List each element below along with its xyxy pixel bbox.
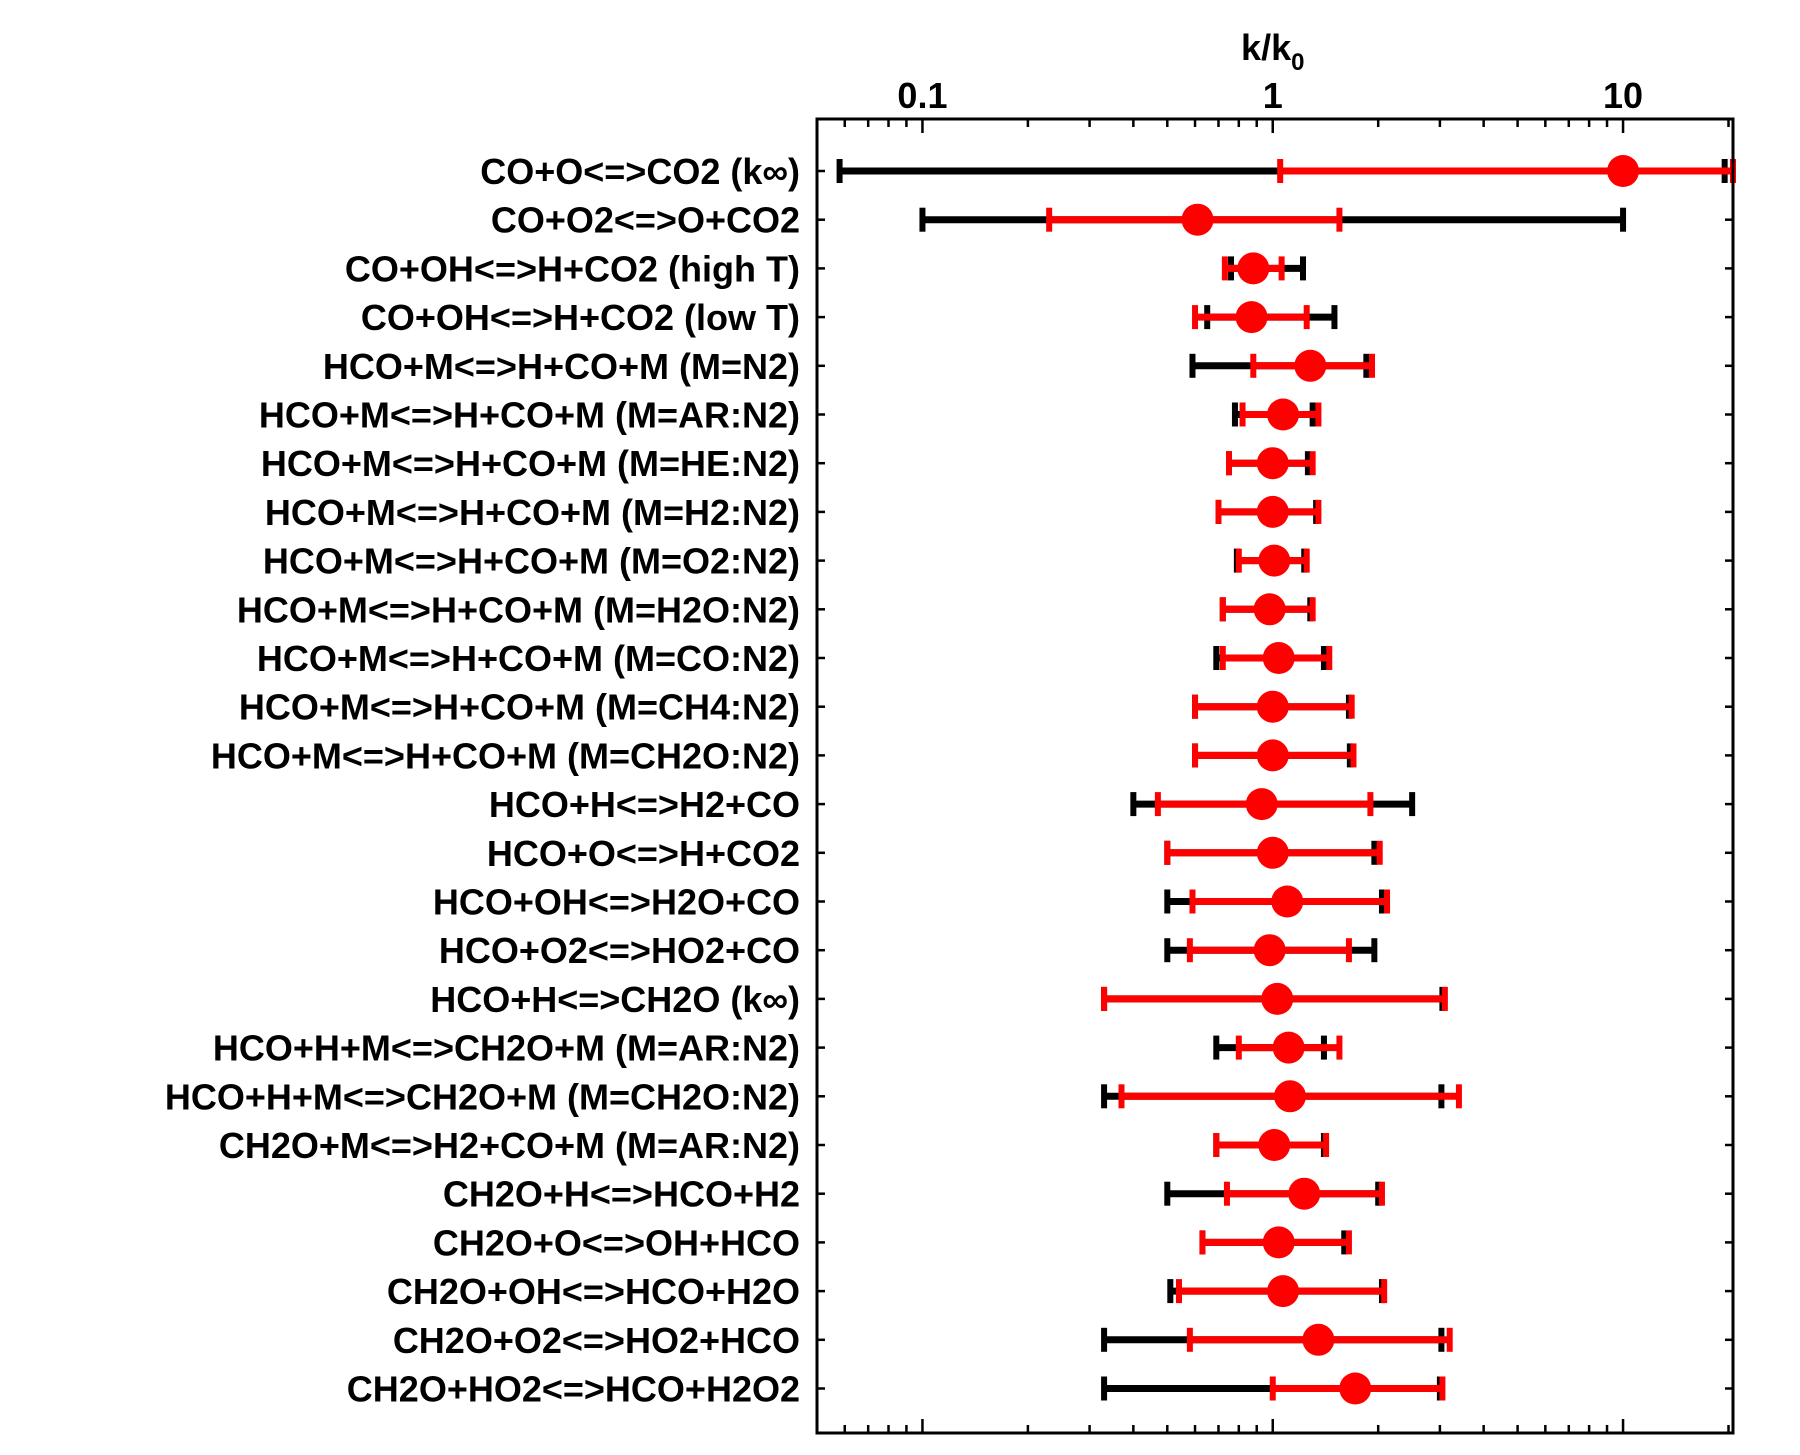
data-point	[1256, 690, 1289, 723]
category-label: HCO+OH<=>H2O+CO	[433, 882, 800, 923]
data-point	[1272, 1031, 1305, 1064]
data-point	[1288, 1177, 1321, 1210]
data-point	[1253, 934, 1286, 967]
data-point	[1256, 836, 1289, 869]
data-point	[1339, 1372, 1372, 1405]
x-tick-label: 10	[1603, 75, 1643, 116]
category-label: CH2O+OH<=>HCO+H2O	[387, 1271, 800, 1312]
x-tick-label: 0.1	[897, 75, 947, 116]
data-point	[1267, 398, 1300, 431]
data-point	[1267, 1275, 1300, 1308]
x-axis-title-subscript: 0	[1291, 49, 1304, 76]
data-point	[1261, 982, 1294, 1015]
category-label: HCO+M<=>H+CO+M (M=CH2O:N2)	[211, 735, 800, 776]
category-label: CO+O<=>CO2 (k∞)	[480, 151, 800, 192]
data-point	[1235, 301, 1268, 334]
category-label: HCO+H+M<=>CH2O+M (M=CH2O:N2)	[165, 1076, 800, 1117]
category-label: CH2O+M<=>H2+CO+M (M=AR:N2)	[219, 1125, 800, 1166]
x-tick-label: 1	[1263, 75, 1283, 116]
category-label: CH2O+H<=>HCO+H2	[443, 1174, 800, 1215]
category-label: HCO+M<=>H+CO+M (M=HE:N2)	[261, 443, 800, 484]
category-label: HCO+H<=>H2+CO	[489, 784, 800, 825]
category-label: CH2O+HO2<=>HCO+H2O2	[347, 1369, 800, 1410]
category-label: HCO+O2<=>HO2+CO	[439, 930, 800, 971]
data-point	[1258, 544, 1291, 577]
x-axis-title: k/k0	[1241, 27, 1304, 76]
data-point	[1273, 1080, 1306, 1113]
data-point	[1181, 203, 1214, 236]
tick-labels: 0.1 1 10	[897, 75, 1643, 116]
category-label: HCO+M<=>H+CO+M (M=O2:N2)	[263, 541, 800, 582]
category-label: HCO+M<=>H+CO+M (M=N2)	[323, 346, 800, 387]
category-label: HCO+M<=>H+CO+M (M=CO:N2)	[257, 638, 800, 679]
data-point	[1256, 447, 1289, 480]
data-point	[1262, 1226, 1295, 1259]
category-label: HCO+M<=>H+CO+M (M=AR:N2)	[259, 395, 800, 436]
data-point	[1302, 1323, 1335, 1356]
category-label: HCO+M<=>H+CO+M (M=CH4:N2)	[239, 687, 800, 728]
category-label: HCO+H<=>CH2O (k∞)	[430, 979, 800, 1020]
data-point	[1245, 788, 1278, 821]
category-label: CH2O+O<=>OH+HCO	[433, 1222, 800, 1263]
data-point	[1253, 593, 1286, 626]
category-label: CO+OH<=>H+CO2 (low T)	[361, 297, 800, 338]
data-point	[1294, 349, 1327, 382]
data-points	[1181, 155, 1640, 1405]
category-label: CO+OH<=>H+CO2 (high T)	[345, 248, 800, 289]
data-point	[1256, 495, 1289, 528]
category-labels: CO+O<=>CO2 (k∞) CO+O2<=>O+CO2 CO+OH<=>H+CO…	[165, 151, 800, 1410]
category-label: CO+O2<=>O+CO2	[491, 200, 800, 241]
category-label: HCO+M<=>H+CO+M (M=H2:N2)	[265, 492, 800, 533]
category-label: HCO+M<=>H+CO+M (M=H2O:N2)	[237, 589, 800, 630]
category-label: HCO+O<=>H+CO2	[487, 833, 800, 874]
data-point	[1258, 1129, 1291, 1161]
data-point	[1271, 885, 1304, 918]
data-point	[1256, 739, 1289, 772]
x-axis-title-main: k/k	[1241, 27, 1292, 68]
category-label: CH2O+O2<=>HO2+HCO	[393, 1320, 800, 1361]
data-point	[1607, 155, 1640, 187]
category-label: HCO+H+M<=>CH2O+M (M=AR:N2)	[213, 1028, 800, 1069]
data-point	[1237, 252, 1270, 285]
error-bars	[836, 159, 1736, 1401]
plot-frame	[815, 117, 1735, 1435]
data-point	[1262, 642, 1295, 674]
